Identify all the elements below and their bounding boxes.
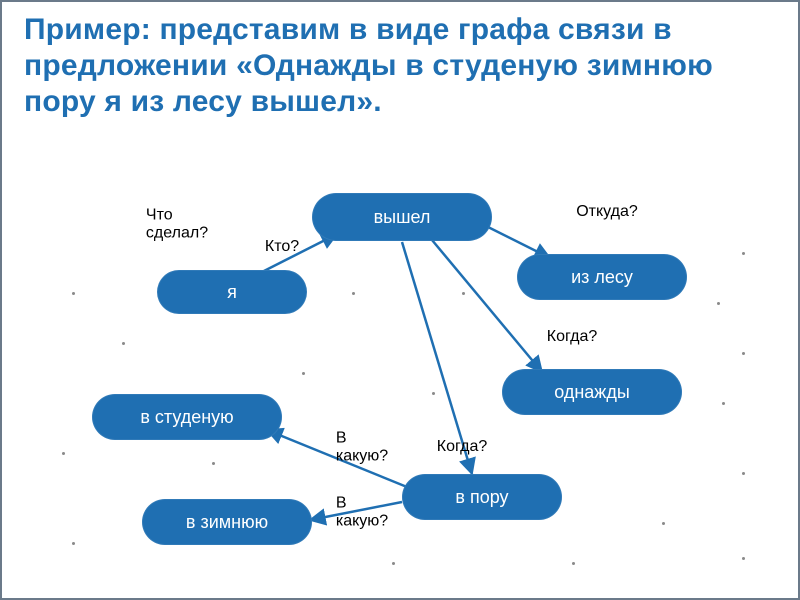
placeholder-dot: [742, 472, 745, 475]
edge-label-vyshel-odnazhdy-3: Когда?: [547, 328, 597, 346]
node-izlesu: из лесу: [517, 254, 687, 300]
placeholder-dot: [742, 252, 745, 255]
placeholder-dot: [662, 522, 665, 525]
placeholder-dot: [432, 392, 435, 395]
node-vzimn: в зимнюю: [142, 499, 312, 545]
placeholder-dot: [742, 352, 745, 355]
slide: Пример: представим в виде графа связи в …: [0, 0, 800, 600]
placeholder-dot: [122, 342, 125, 345]
node-vporu: в пору: [402, 474, 562, 520]
placeholder-dot: [72, 542, 75, 545]
placeholder-dot: [742, 557, 745, 560]
edge-label-vyshel-vporu-4: Когда?: [437, 438, 487, 456]
edge-label-vyshel-izlesu-2: Откуда?: [576, 203, 638, 221]
placeholder-dot: [352, 292, 355, 295]
placeholder-dot: [302, 372, 305, 375]
edge-label-ya-vyshel-1: Кто?: [265, 238, 299, 256]
placeholder-dot: [572, 562, 575, 565]
slide-title: Пример: представим в виде графа связи в …: [24, 12, 768, 120]
placeholder-dot: [392, 562, 395, 565]
edge-label-vporu-vstuden-5: В какую?: [336, 429, 388, 464]
node-ya: я: [157, 270, 307, 314]
placeholder-dot: [62, 452, 65, 455]
node-vstuden: в студеную: [92, 394, 282, 440]
edge-label-vporu-vzimn-6: В какую?: [336, 494, 388, 529]
placeholder-dot: [462, 292, 465, 295]
placeholder-dot: [212, 462, 215, 465]
placeholder-dot: [722, 402, 725, 405]
node-odnazhdy: однажды: [502, 369, 682, 415]
node-vyshel: вышел: [312, 193, 492, 241]
placeholder-dot: [72, 292, 75, 295]
edge-vyshel-izlesu: [482, 224, 550, 258]
placeholder-dot: [717, 302, 720, 305]
edge-label-ya-vyshel-0: Что сделал?: [146, 206, 208, 241]
